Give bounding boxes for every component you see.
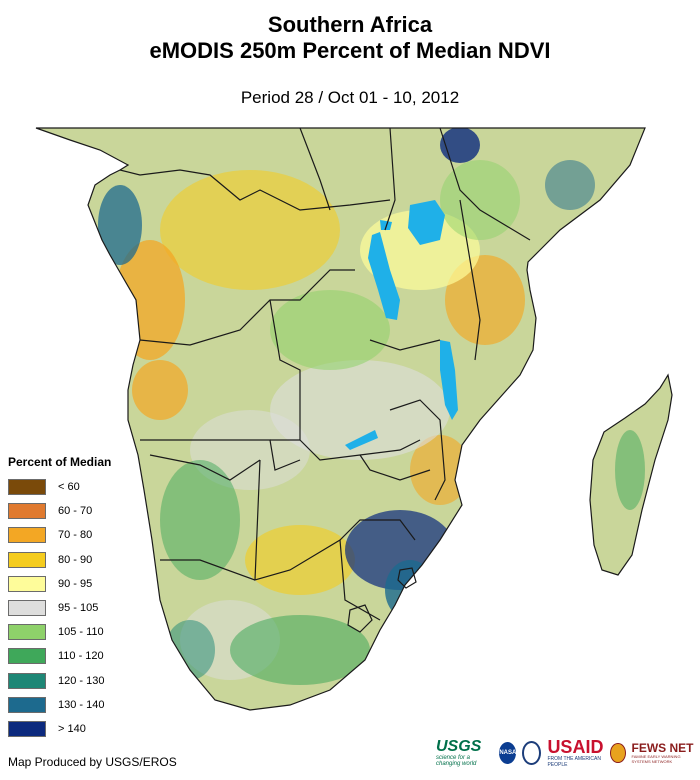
legend-item: 70 - 80 xyxy=(8,523,123,547)
legend-swatch xyxy=(8,551,46,568)
legend-label: 130 - 140 xyxy=(58,698,105,711)
legend: Percent of Median < 60 60 - 70 70 - 80 80 -… xyxy=(8,455,123,741)
legend-item: 120 - 130 xyxy=(8,669,123,693)
legend-item: 90 - 95 xyxy=(8,572,123,596)
lakes xyxy=(345,200,458,450)
legend-label: 105 - 110 xyxy=(58,626,104,639)
legend-swatch xyxy=(8,527,46,544)
map-credit: Map Produced by USGS/EROS xyxy=(8,755,177,769)
legend-label: > 140 xyxy=(58,722,86,735)
legend-item: 110 - 120 xyxy=(8,644,123,668)
legend-item: < 60 xyxy=(8,475,123,499)
legend-item: 95 - 105 xyxy=(8,596,123,620)
usaid-seal-icon xyxy=(522,741,542,765)
legend-label: 95 - 105 xyxy=(58,602,99,615)
legend-label: 80 - 90 xyxy=(58,553,93,566)
legend-label: 70 - 80 xyxy=(58,529,93,542)
fews-net-emblem-icon xyxy=(609,743,626,763)
legend-label: 120 - 130 xyxy=(58,674,105,687)
legend-swatch xyxy=(8,672,46,689)
legend-swatch xyxy=(8,479,46,496)
usgs-logo: USGS science for a changing world xyxy=(436,738,482,768)
legend-item: 130 - 140 xyxy=(8,693,123,717)
usaid-logo: USAID FROM THE AMERICAN PEOPLE xyxy=(547,737,604,768)
country-borders xyxy=(35,127,673,711)
map-title: Southern Africa xyxy=(267,12,433,37)
legend-swatch xyxy=(8,648,46,665)
legend-swatch xyxy=(8,624,46,641)
legend-swatch xyxy=(8,575,46,592)
legend-label: 110 - 120 xyxy=(58,650,104,663)
fews-net-logo: FEWS NET FAMINE EARLY WARNING SYSTEMS NE… xyxy=(631,741,694,764)
legend-item: 60 - 70 xyxy=(8,499,123,523)
period-label: Period 28 / Oct 01 - 10, 2012 xyxy=(240,88,460,107)
map-subtitle: eMODIS 250m Percent of Median NDVI xyxy=(149,38,551,63)
legend-item: > 140 xyxy=(8,717,123,741)
logo-strip: USGS science for a changing world NASA U… xyxy=(436,738,700,768)
legend-label: 60 - 70 xyxy=(58,505,93,518)
legend-swatch xyxy=(8,720,46,737)
legend-label: < 60 xyxy=(58,481,80,494)
legend-label: 90 - 95 xyxy=(58,577,93,590)
legend-title: Percent of Median xyxy=(8,455,112,469)
legend-item: 105 - 110 xyxy=(8,620,123,644)
legend-swatch xyxy=(8,503,46,520)
ndvi-patches xyxy=(98,128,645,685)
legend-item: 80 - 90 xyxy=(8,548,123,572)
land-mass xyxy=(35,127,673,711)
legend-swatch xyxy=(8,600,46,617)
nasa-logo: NASA xyxy=(499,742,517,764)
legend-swatch xyxy=(8,696,46,713)
